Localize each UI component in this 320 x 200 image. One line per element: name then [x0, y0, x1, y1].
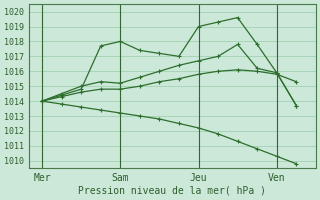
X-axis label: Pression niveau de la mer( hPa ): Pression niveau de la mer( hPa ) — [78, 186, 267, 196]
